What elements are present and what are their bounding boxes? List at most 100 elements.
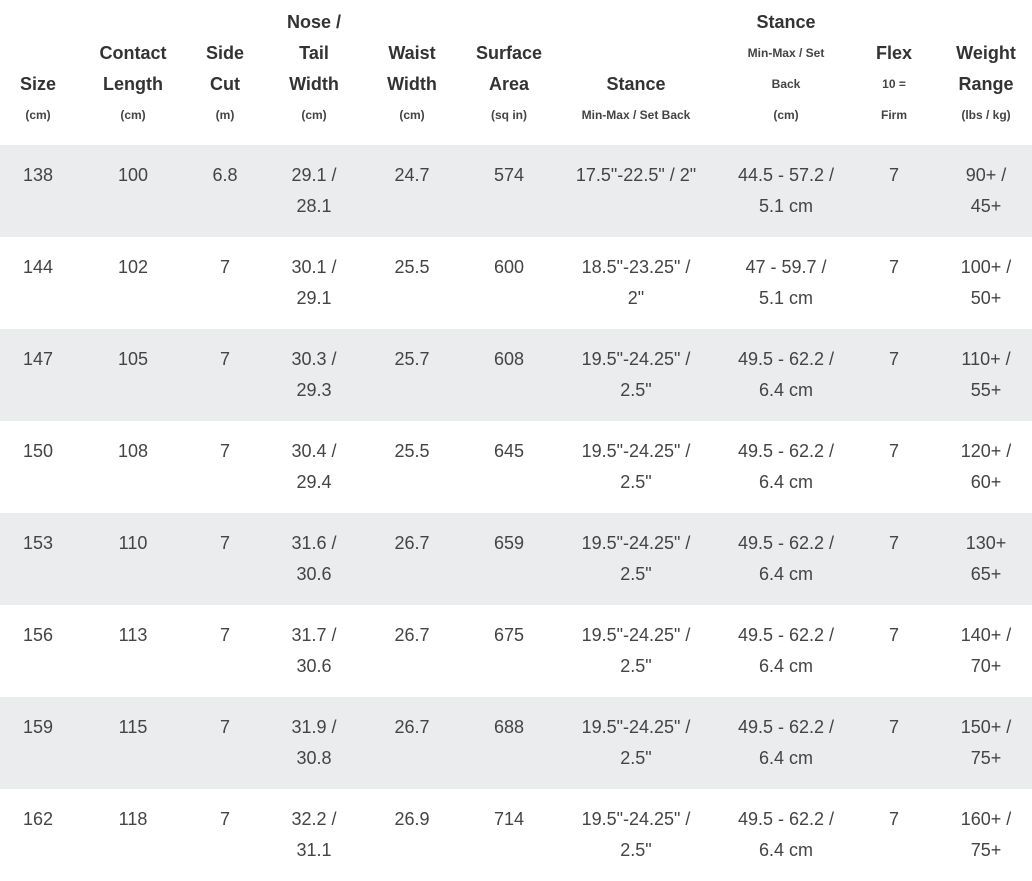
header-label: Tail	[299, 43, 329, 63]
cell-flex: 7	[888, 625, 899, 645]
cell-stance-in: 18.5"-23.25" / 2"	[581, 257, 691, 308]
header-unit: (cm)	[399, 108, 425, 122]
cell-waist-width: 25.5	[394, 257, 430, 277]
cell-flex: 7	[888, 165, 899, 185]
cell-surface-area: 675	[493, 625, 525, 645]
cell-side-cut: 7	[219, 717, 230, 737]
header-label: Size	[19, 74, 57, 94]
cell-stance-cm: 49.5 - 62.2 / 6.4 cm	[737, 349, 835, 400]
table-row: 144 102 7 30.1 / 29.1 25.5 600 18.5"-23.25" / …	[0, 237, 1032, 329]
table-row: 156 113 7 31.7 / 30.6 26.7 675 19.5"-24.25" / …	[0, 605, 1032, 697]
cell-side-cut: 7	[219, 441, 230, 461]
header-weight-range: Weight Range (lbs / kg)	[926, 38, 1032, 145]
table-body: 138 100 6.8 29.1 / 28.1 24.7 574 17.5"-22.5" /…	[0, 145, 1032, 881]
header-waist-width: Waist Width (cm)	[368, 38, 456, 145]
cell-stance-in: 19.5"-24.25" / 2.5"	[581, 349, 691, 400]
header-label: Nose /	[286, 12, 342, 32]
header-unit: (cm)	[773, 108, 799, 122]
header-label: Weight	[956, 43, 1016, 63]
cell-surface-area: 600	[493, 257, 525, 277]
header-label: Flex	[875, 43, 913, 63]
table-header: Size (cm) Contact Length (cm) Side Cut (m) Nose …	[0, 0, 1032, 145]
cell-stance-in: 17.5"-22.5" / 2"	[575, 165, 697, 185]
header-surface-area: Surface Area (sq in)	[456, 38, 562, 145]
cell-nose-tail-width: 31.7 / 30.6	[291, 625, 337, 676]
cell-flex: 7	[888, 533, 899, 553]
cell-size: 153	[22, 533, 54, 553]
cell-weight-range: 140+ / 70+	[960, 625, 1012, 676]
cell-stance-cm: 49.5 - 62.2 / 6.4 cm	[737, 809, 835, 860]
cell-stance-in: 19.5"-24.25" / 2.5"	[581, 809, 691, 860]
cell-stance-in: 19.5"-24.25" / 2.5"	[581, 533, 691, 584]
table-row: 159 115 7 31.9 / 30.8 26.7 688 19.5"-24.25" / …	[0, 697, 1032, 789]
cell-nose-tail-width: 30.1 / 29.1	[291, 257, 337, 308]
header-stance-in: Stance Min-Max / Set Back	[562, 69, 710, 145]
header-label: Side	[205, 43, 244, 63]
header-side-cut: Side Cut (m)	[190, 38, 260, 145]
cell-nose-tail-width: 29.1 / 28.1	[291, 165, 337, 216]
cell-size: 138	[22, 165, 54, 185]
header-label: Stance	[606, 74, 666, 94]
cell-contact-length: 105	[117, 349, 149, 369]
cell-stance-in: 19.5"-24.25" / 2.5"	[581, 441, 691, 492]
cell-side-cut: 7	[219, 533, 230, 553]
cell-waist-width: 26.9	[394, 809, 430, 829]
table-row: 162 118 7 32.2 / 31.1 26.9 714 19.5"-24.25" / …	[0, 789, 1032, 881]
header-label: Width	[387, 74, 437, 94]
cell-nose-tail-width: 30.4 / 29.4	[291, 441, 337, 492]
cell-waist-width: 26.7	[394, 625, 430, 645]
cell-weight-range: 110+ / 55+	[961, 349, 1011, 400]
cell-flex: 7	[888, 349, 899, 369]
cell-nose-tail-width: 31.9 / 30.8	[291, 717, 337, 768]
cell-side-cut: 7	[219, 349, 230, 369]
header-unit: Min-Max / Set Back	[581, 108, 691, 122]
cell-flex: 7	[888, 809, 899, 829]
table-row: 153 110 7 31.6 / 30.6 26.7 659 19.5"-24.25" / …	[0, 513, 1032, 605]
cell-surface-area: 608	[493, 349, 525, 369]
cell-waist-width: 26.7	[394, 717, 430, 737]
cell-contact-length: 102	[117, 257, 149, 277]
cell-flex: 7	[888, 441, 899, 461]
header-label: Length	[103, 74, 163, 94]
cell-side-cut: 7	[219, 625, 230, 645]
header-stance-cm: Stance Min-Max / Set Back (cm)	[710, 7, 862, 145]
cell-nose-tail-width: 31.6 / 30.6	[291, 533, 337, 584]
cell-surface-area: 714	[493, 809, 525, 829]
cell-stance-cm: 49.5 - 62.2 / 6.4 cm	[737, 533, 835, 584]
cell-side-cut: 6.8	[212, 165, 238, 185]
header-sublabel: Min-Max / Set	[747, 46, 825, 60]
cell-stance-in: 19.5"-24.25" / 2.5"	[581, 625, 691, 676]
cell-side-cut: 7	[219, 809, 230, 829]
cell-size: 150	[22, 441, 54, 461]
header-label: Area	[488, 74, 530, 94]
cell-weight-range: 90+ / 45+	[965, 165, 1007, 216]
header-unit: (cm)	[25, 108, 51, 122]
cell-weight-range: 130+ 65+	[965, 533, 1007, 584]
cell-stance-cm: 44.5 - 57.2 / 5.1 cm	[737, 165, 835, 216]
cell-size: 144	[22, 257, 54, 277]
cell-contact-length: 100	[117, 165, 149, 185]
header-label: Range	[958, 74, 1014, 94]
cell-contact-length: 108	[117, 441, 149, 461]
cell-contact-length: 113	[118, 625, 148, 645]
cell-side-cut: 7	[219, 257, 230, 277]
cell-waist-width: 25.7	[394, 349, 430, 369]
cell-surface-area: 688	[493, 717, 525, 737]
cell-stance-cm: 47 - 59.7 / 5.1 cm	[745, 257, 827, 308]
header-label: Surface	[475, 43, 543, 63]
header-label: Width	[289, 74, 339, 94]
header-flex: Flex 10 = Firm	[862, 38, 926, 145]
header-unit: (sq in)	[491, 108, 527, 122]
header-label: Waist	[388, 43, 436, 63]
header-sublabel: Back	[771, 77, 801, 91]
header-label: Stance	[756, 12, 816, 32]
header-unit: (cm)	[301, 108, 327, 122]
header-unit: (lbs / kg)	[961, 108, 1011, 122]
cell-waist-width: 24.7	[394, 165, 430, 185]
cell-flex: 7	[888, 257, 899, 277]
cell-nose-tail-width: 30.3 / 29.3	[291, 349, 337, 400]
cell-surface-area: 659	[493, 533, 525, 553]
cell-size: 147	[22, 349, 54, 369]
cell-contact-length: 110	[118, 533, 148, 553]
header-unit: Firm	[880, 108, 907, 122]
